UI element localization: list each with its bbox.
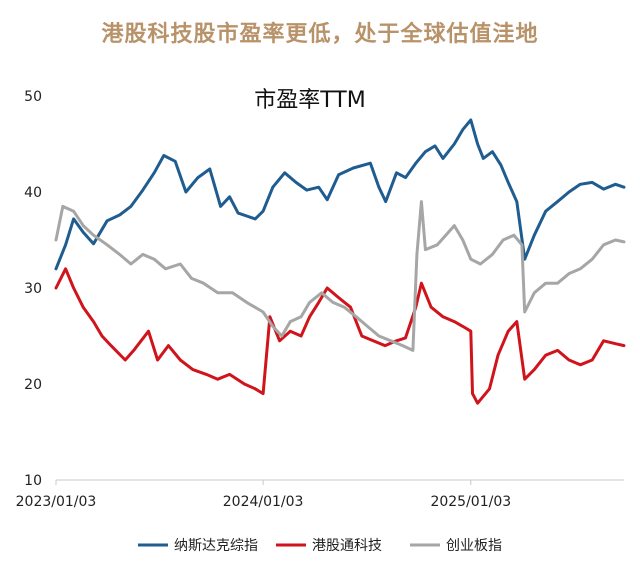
legend-label: 创业板指: [446, 538, 502, 554]
legend: 纳斯达克综指 港股通科技 创业板指: [138, 538, 502, 554]
series-line-2: [54, 267, 626, 405]
y-axis-ticks: 10 20 30 40 50: [24, 89, 42, 489]
x-tick-label: 2024/01/03: [223, 494, 304, 510]
x-tick-label: 2023/01/03: [16, 494, 97, 510]
y-tick-label: 50: [24, 89, 42, 105]
y-tick-label: 30: [24, 281, 42, 297]
y-tick-label: 20: [24, 377, 42, 393]
y-tick-label: 40: [24, 185, 42, 201]
x-axis: 2023/01/03 2024/01/03 2025/01/03: [16, 479, 624, 510]
y-tick-label: 10: [24, 473, 42, 489]
series-layer: [54, 118, 626, 405]
series-line-3: [54, 200, 626, 352]
headline: 港股科技股市盈率更低，处于全球估值洼地: [101, 22, 539, 47]
legend-label: 纳斯达克综指: [174, 538, 258, 554]
chart-title: 市盈率TTM: [254, 88, 365, 113]
legend-label: 港股通科技: [312, 538, 382, 554]
x-tick-label: 2025/01/03: [430, 494, 511, 510]
series-line-1: [54, 118, 626, 271]
